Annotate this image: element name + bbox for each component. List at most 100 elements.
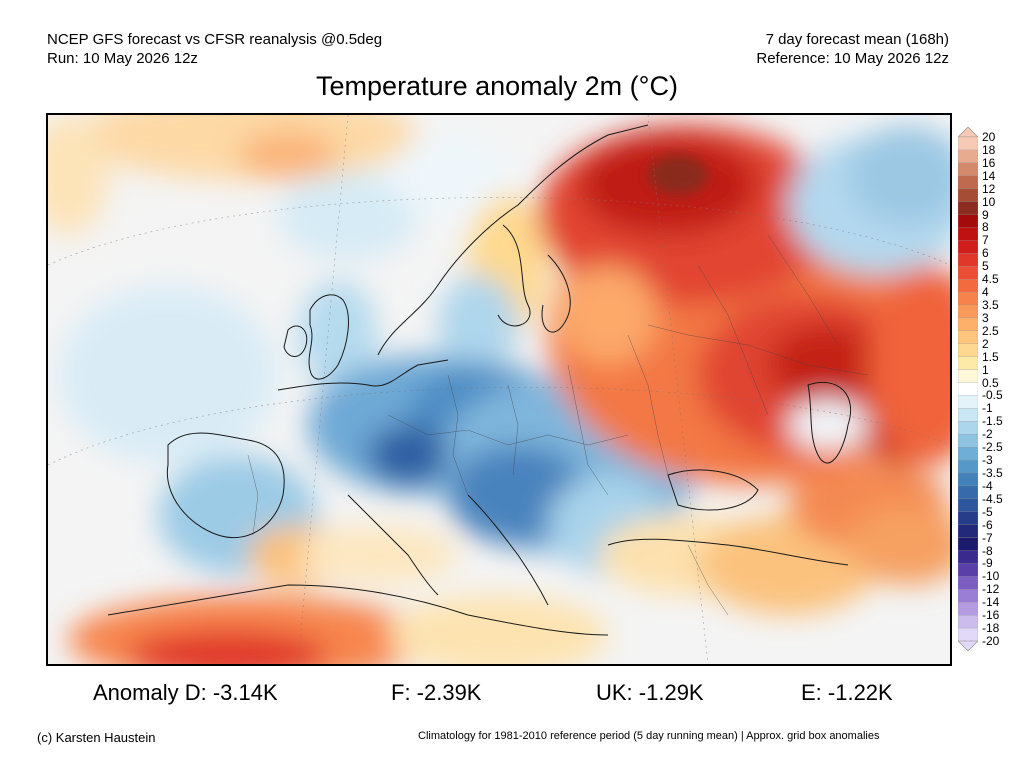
colorbar-segment	[958, 343, 978, 358]
colorbar-label: -14	[982, 595, 1000, 610]
colorbar-label: 3.5	[982, 298, 999, 312]
colorbar-segment	[958, 214, 978, 228]
colorbar-label: -2.5	[982, 440, 1003, 455]
colorbar-min-arrow	[958, 640, 978, 651]
colorbar-segment	[958, 175, 978, 190]
country-borders	[247, 234, 869, 616]
colorbar-segment	[958, 201, 978, 215]
colorbar-label: 4	[982, 285, 989, 300]
copyright: (c) Karsten Haustein	[37, 730, 156, 745]
colorbar	[958, 127, 978, 651]
reference-time: Reference: 10 May 2026 12z	[756, 50, 949, 67]
colorbar-label: 2.5	[982, 323, 999, 338]
colorbar-segment	[958, 136, 978, 151]
anomaly-germany: Anomaly D: -3.14K	[93, 680, 278, 705]
colorbar-label: 16	[982, 155, 996, 170]
colorbar-label: 9	[982, 207, 989, 222]
colorbar-label: 5	[982, 259, 989, 274]
colorbar-label: 8	[982, 220, 989, 235]
forecast-period: 7 day forecast mean (168h)	[765, 31, 949, 48]
colorbar-segment	[958, 421, 978, 435]
colorbar-label: -1.5	[982, 414, 1003, 429]
colorbar-label: -7	[982, 530, 993, 545]
colorbar-segment	[958, 434, 978, 448]
colorbar-segment	[958, 317, 978, 332]
colorbar-label: 4.5	[982, 272, 999, 287]
colorbar-segment	[958, 382, 978, 396]
colorbar-segment	[958, 227, 978, 241]
colorbar-segment	[958, 149, 978, 164]
colorbar-segment	[958, 447, 978, 461]
colorbar-segment	[958, 498, 978, 513]
colorbar-segment	[958, 511, 978, 526]
colorbar-segment	[958, 188, 978, 203]
colorbar-segment	[958, 408, 978, 422]
colorbar-label: -0.5	[982, 388, 1003, 403]
map-canvas	[48, 115, 950, 664]
colorbar-segment	[958, 472, 978, 487]
colorbar-label: -12	[982, 582, 1000, 597]
colorbar-segment	[958, 537, 978, 551]
map-title: Temperature anomaly 2m (°C)	[316, 71, 678, 101]
colorbar-label: 2	[982, 336, 989, 351]
colorbar-label: 18	[982, 142, 996, 157]
colorbar-segment	[958, 524, 978, 539]
colorbar-segment	[958, 576, 978, 590]
colorbar-label: 0.5	[982, 375, 999, 390]
colorbar-label: 6	[982, 246, 989, 261]
colorbar-label: -8	[982, 543, 993, 558]
colorbar-segment	[958, 563, 978, 577]
colorbar-segment	[958, 395, 978, 409]
colorbar-label: -5	[982, 504, 993, 519]
colorbar-label: -2	[982, 427, 993, 442]
colorbar-label: -20	[982, 634, 1000, 648]
hot-core	[648, 155, 708, 195]
colorbar-segment	[958, 589, 978, 603]
header-right: 7 day forecast mean (168h) Reference: 10…	[756, 30, 949, 68]
header-left: NCEP GFS forecast vs CFSR reanalysis @0.…	[47, 30, 382, 68]
climatology-note: Climatology for 1981-2010 reference peri…	[418, 730, 880, 742]
colorbar-label: 20	[982, 130, 996, 144]
colorbar-label: -3.5	[982, 466, 1003, 480]
colorbar-segment	[958, 330, 978, 345]
colorbar-label: -1	[982, 401, 993, 416]
model-description: NCEP GFS forecast vs CFSR reanalysis @0.…	[47, 31, 383, 48]
colorbar-segment	[958, 369, 978, 383]
anomaly-map	[46, 113, 952, 666]
colorbar-label: 1	[982, 362, 989, 377]
colorbar-label: -4.5	[982, 491, 1003, 506]
colorbar-labels: 20 18 16 14 12 10 9 8 7 6 5 4.5 4 3.5 3 2.5 2 1.5 1 0.5 -0.5…	[982, 127, 1022, 651]
colorbar-label: 3	[982, 310, 989, 325]
colorbar-segment	[958, 266, 978, 280]
colorbar-label: 14	[982, 168, 996, 183]
colorbar-segment	[958, 240, 978, 254]
colorbar-label: -6	[982, 517, 993, 532]
colorbar-label: 12	[982, 181, 996, 196]
colorbar-segment	[958, 602, 978, 616]
colorbar-segment	[958, 279, 978, 293]
colorbar-segment	[958, 304, 978, 319]
colorbar-max-arrow	[958, 127, 978, 138]
colorbar-segment	[958, 253, 978, 267]
colorbar-segment	[958, 485, 978, 500]
anomaly-france: F: -2.39K	[391, 680, 482, 705]
colorbar-segment	[958, 459, 978, 474]
coastlines	[107, 124, 852, 636]
colorbar-label: -16	[982, 608, 1000, 623]
colorbar-segment	[958, 356, 978, 371]
colorbar-segment	[958, 627, 978, 642]
colorbar-label: -10	[982, 569, 1000, 584]
colorbar-segment	[958, 291, 978, 306]
colorbar-segment	[958, 550, 978, 564]
colorbar-label: -18	[982, 621, 1000, 636]
colorbar-label: -9	[982, 556, 993, 571]
colorbar-segment	[958, 615, 978, 629]
anomaly-field	[48, 115, 950, 664]
colorbar-segment	[958, 162, 978, 177]
colorbar-label: 10	[982, 194, 996, 209]
graticule	[48, 115, 950, 664]
colorbar-label: -3	[982, 453, 993, 468]
anomaly-uk: UK: -1.29K	[596, 680, 704, 705]
colorbar-label: 7	[982, 233, 989, 248]
anomaly-england: E: -1.22K	[801, 680, 893, 705]
